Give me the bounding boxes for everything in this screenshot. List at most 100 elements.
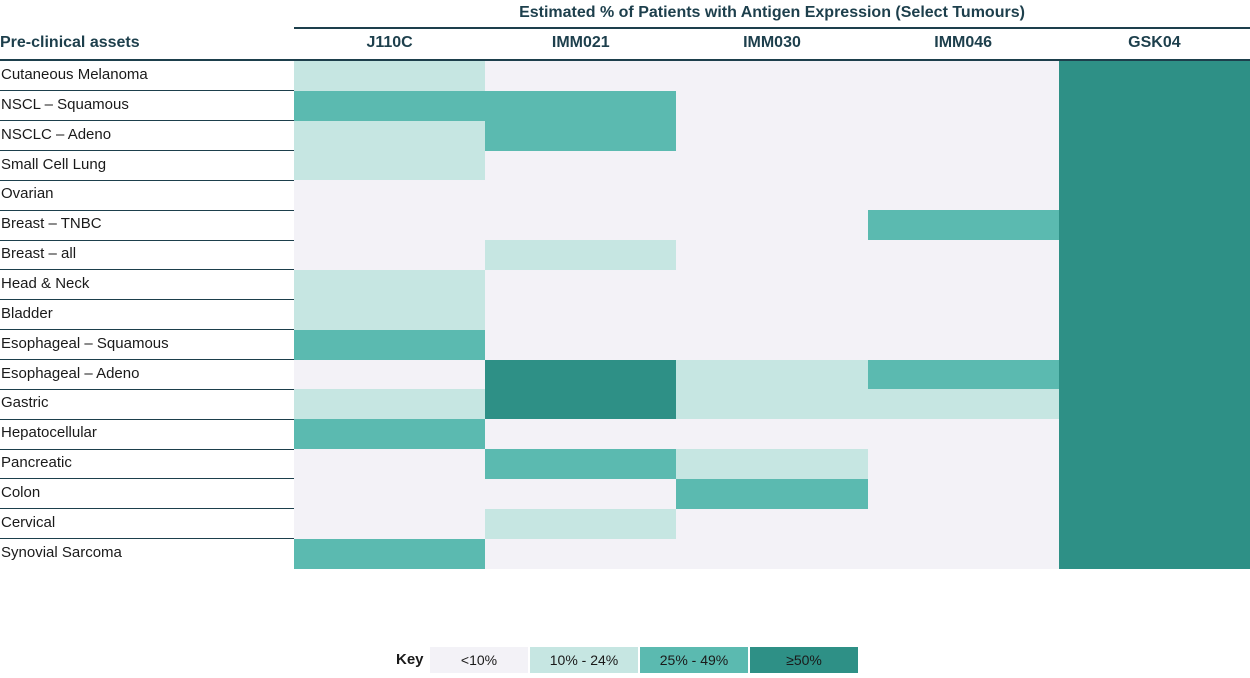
heatmap-cell [485,508,677,540]
row-divider [0,299,294,301]
heatmap-cell [1058,269,1250,301]
heatmap-cell [485,478,677,510]
row-label: Small Cell Lung [1,155,107,173]
row-divider [0,388,294,390]
heatmap-cell [1058,508,1250,540]
heatmap-cell [1058,419,1250,450]
heatmap-cell [676,180,869,211]
heatmap-cell [1058,120,1250,152]
heatmap-cell [294,61,486,92]
legend-title: Key [396,651,424,668]
heatmap-cell [1058,61,1250,92]
legend-item: ≥50% [750,647,858,673]
legend-item: 10% - 24% [530,647,638,673]
heatmap-row: NSCL – Squamous [0,90,1250,122]
heatmap-cell [676,240,869,271]
row-label: NSCL – Squamous [1,95,129,113]
row-label: Hepatocellular [1,424,97,442]
column-header-j110c: J110C [366,34,413,51]
heatmap-cell [294,359,486,390]
heatmap-cell [294,449,486,480]
heatmap-row: Cervical [0,508,1250,540]
heatmap-cell [676,269,869,301]
heatmap-cell [485,359,677,390]
legend-item: 25% - 49% [640,647,748,673]
row-label: Gastric [1,394,49,412]
heatmap-cell [485,389,677,420]
heatmap-row: Synovial Sarcoma [0,538,1250,569]
heatmap-cell [867,359,1060,390]
heatmap-cell [867,449,1060,480]
row-label: Synovial Sarcoma [1,543,122,561]
heatmap-cell [294,120,486,152]
header-rule [0,59,1250,61]
row-divider [0,448,294,450]
heatmap-cell [676,210,869,241]
heatmap-row: Ovarian [0,180,1250,211]
heatmap-cell [1058,150,1250,181]
chart-title: Estimated % of Patients with Antigen Exp… [519,4,1025,21]
row-label: Esophageal – Squamous [1,334,169,352]
row-divider [0,90,294,92]
row-divider [0,418,294,420]
heatmap-cell [676,359,869,390]
heatmap-cell [867,329,1060,360]
row-divider [0,508,294,510]
row-divider [0,478,294,480]
heatmap-row: Small Cell Lung [0,150,1250,181]
row-divider [0,269,294,271]
row-label: Cervical [1,513,56,531]
heatmap-cell [294,538,486,569]
row-divider [0,359,294,360]
heatmap-cell [676,508,869,540]
heatmap-cell [485,449,677,480]
heatmap-row: Breast – TNBC [0,210,1250,241]
heatmap-cell [867,240,1060,271]
heatmap-cell [1058,329,1250,360]
heatmap-cell [676,299,869,331]
row-divider [0,209,294,211]
heatmap-cell [294,389,486,420]
heatmap-row: Hepatocellular [0,419,1250,450]
heatmap-cell [294,269,486,301]
heatmap-cell [294,508,486,540]
heatmap-cell [294,210,486,241]
heatmap-cell [867,120,1060,152]
heatmap-cell [676,120,869,152]
heatmap-cell [867,269,1060,301]
heatmap-cell [676,449,869,480]
row-label: Ovarian [1,185,54,203]
heatmap-cell [485,180,677,211]
heatmap-cell [1058,389,1250,420]
title-rule [294,27,1250,29]
row-divider [0,329,294,331]
heatmap-cell [676,61,869,92]
heatmap-cell [1058,299,1250,331]
heatmap-cell [867,90,1060,122]
heatmap-cell [485,120,677,152]
heatmap-cell [867,61,1060,92]
heatmap-cell [294,90,486,122]
heatmap-cell [1058,240,1250,271]
heatmap-cell [294,150,486,181]
heatmap-row: Head & Neck [0,269,1250,301]
row-label: Breast – all [1,245,77,263]
heatmap-cell [867,210,1060,241]
row-divider [0,120,294,122]
heatmap-cell [676,538,869,569]
heatmap-cell [485,329,677,360]
heatmap-cell [485,150,677,181]
heatmap-cell [867,180,1060,211]
legend-item: <10% [430,647,528,673]
heatmap-cell [485,90,677,122]
row-divider [0,538,294,540]
heatmap-row: NSCLC – Adeno [0,120,1250,152]
heatmap-cell [867,538,1060,569]
column-header-imm046: IMM046 [934,34,993,51]
heatmap-cell [294,240,486,271]
row-header: Pre-clinical assets [0,34,140,51]
heatmap-cell [676,329,869,360]
heatmap-cell [867,478,1060,510]
heatmap-cell [867,389,1060,420]
heatmap-cell [1058,538,1250,569]
